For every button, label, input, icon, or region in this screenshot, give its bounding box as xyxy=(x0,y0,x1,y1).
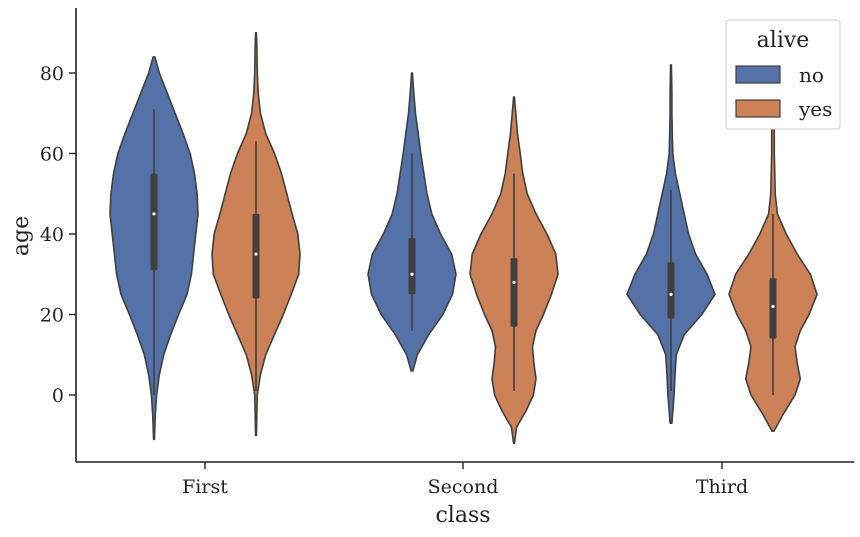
legend-items: no yes xyxy=(735,63,832,121)
legend-title: alive xyxy=(757,28,810,53)
iqr-box-yes-first xyxy=(252,213,260,299)
median-dot-yes-second xyxy=(512,280,516,284)
y-ticks: 0 20 40 60 80 xyxy=(40,63,76,407)
y-tick-label: 20 xyxy=(40,305,64,327)
iqr-box-no-first xyxy=(150,173,158,271)
x-tick-label: First xyxy=(182,476,228,498)
legend-label-no: no xyxy=(799,63,824,87)
x-tick-label: Second xyxy=(428,476,499,498)
legend-label-yes: yes xyxy=(798,97,832,121)
y-axis-label: age xyxy=(9,216,34,256)
x-ticks: First Second Third xyxy=(182,462,748,498)
y-tick-label: 40 xyxy=(40,224,64,246)
median-dot-no-first xyxy=(152,212,156,216)
x-axis-label: class xyxy=(435,503,490,528)
median-dot-yes-first xyxy=(254,252,258,256)
y-tick-label: 0 xyxy=(52,385,64,407)
legend-swatch-yes xyxy=(735,99,781,118)
iqr-box-yes-third xyxy=(769,278,777,339)
x-tick-label: Third xyxy=(696,476,748,498)
median-dot-no-third xyxy=(669,292,673,296)
axes-layer: 0 20 40 60 80 First Second Third class age xyxy=(9,8,854,528)
y-tick-label: 80 xyxy=(40,63,64,85)
y-tick-label: 60 xyxy=(40,144,64,166)
legend: alive no yes xyxy=(725,19,841,130)
median-dot-no-second xyxy=(410,272,414,276)
median-dot-yes-third xyxy=(771,304,775,309)
iqr-box-no-second xyxy=(408,238,416,295)
violins-layer xyxy=(109,31,818,445)
iqr-box-yes-second xyxy=(510,258,518,327)
legend-swatch-no xyxy=(735,65,781,84)
iqr-box-no-third xyxy=(667,262,675,319)
